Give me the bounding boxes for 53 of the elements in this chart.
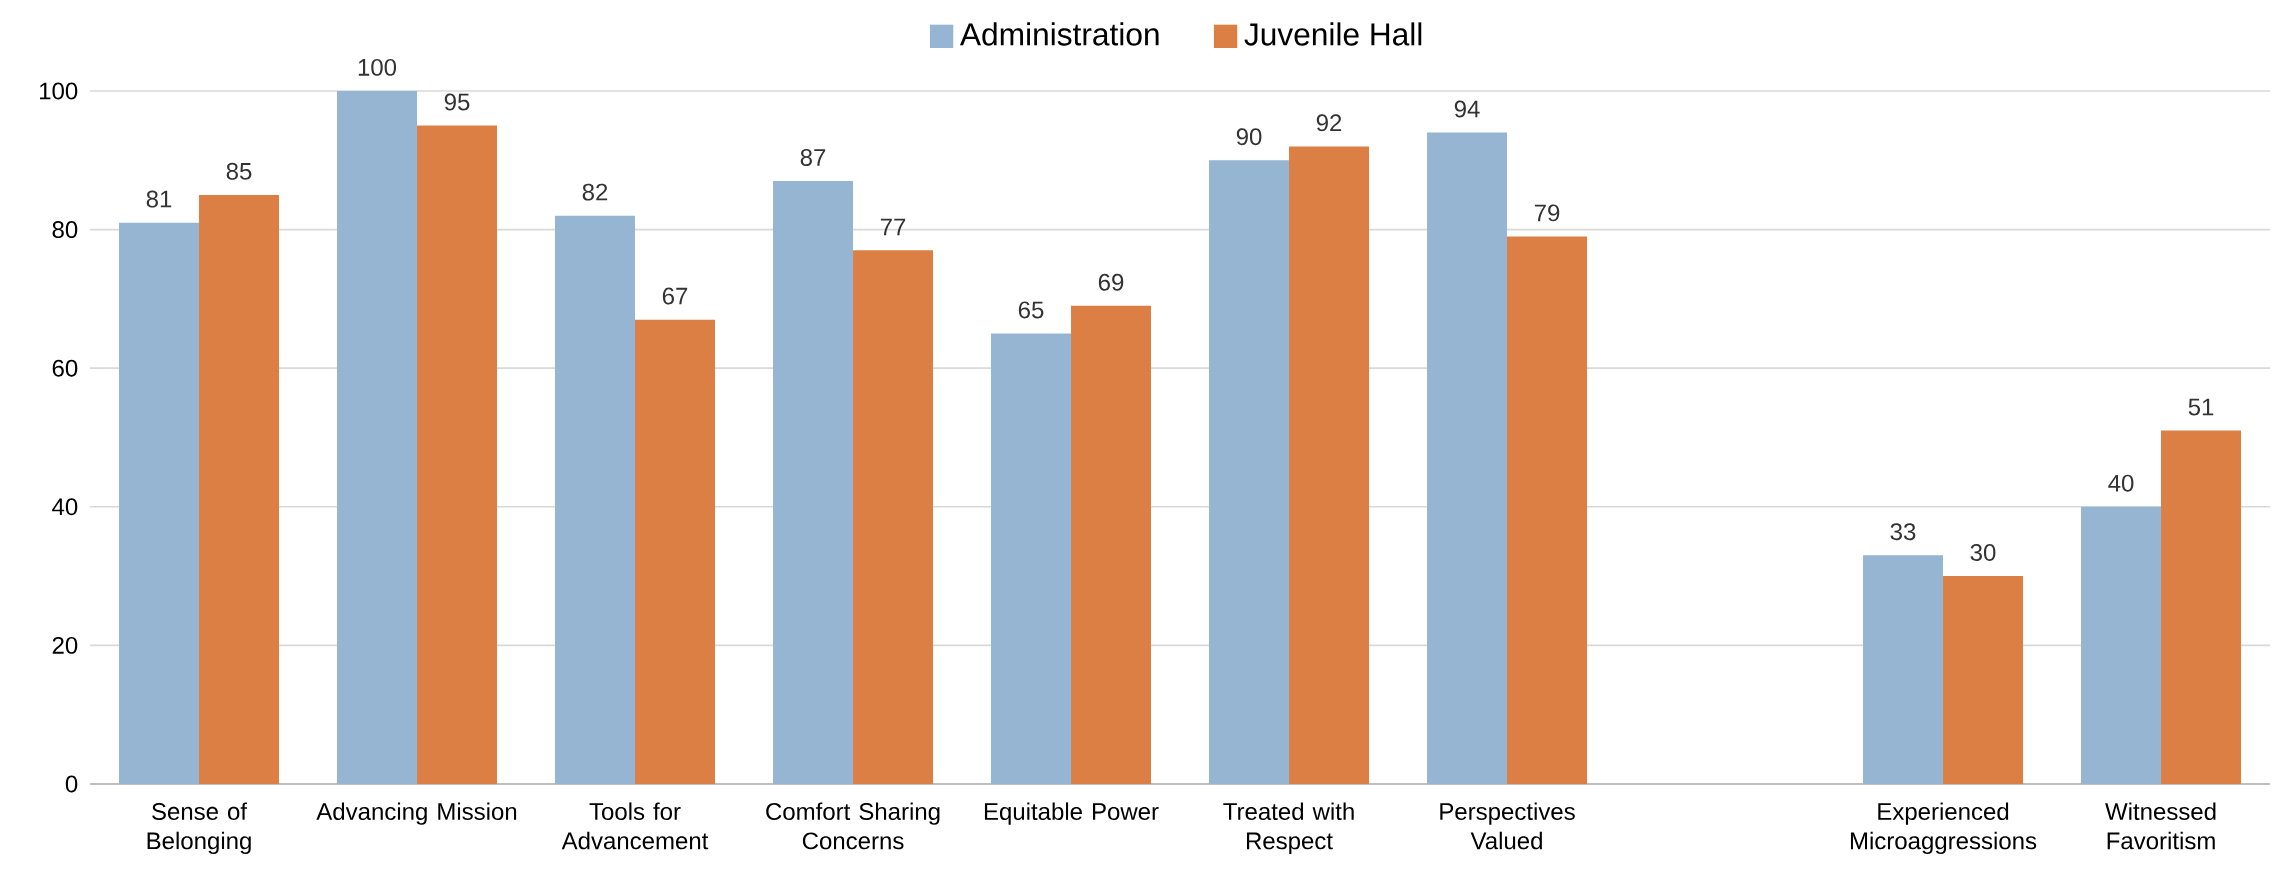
y-tick-label: 40 bbox=[52, 498, 78, 516]
data-label: 33 bbox=[1890, 523, 1916, 541]
bar bbox=[119, 222, 200, 784]
legend-label: Juvenile Hall bbox=[1244, 22, 1422, 46]
x-tick-label: Witnessed Favoritism bbox=[2105, 802, 2216, 850]
data-label: 65 bbox=[1018, 301, 1044, 319]
bar bbox=[2081, 506, 2162, 784]
bar bbox=[2161, 430, 2242, 784]
data-label: 85 bbox=[226, 162, 252, 180]
data-label: 90 bbox=[1236, 128, 1262, 146]
x-tick-label: Treated with Respect bbox=[1223, 802, 1354, 855]
bar bbox=[1943, 576, 2024, 784]
bar bbox=[1507, 236, 1588, 784]
x-tick-label: Sense of Belonging bbox=[147, 802, 251, 855]
bar bbox=[199, 194, 280, 784]
bar bbox=[773, 181, 854, 784]
bar bbox=[991, 333, 1072, 784]
x-tick-label: Equitable Power bbox=[984, 802, 1159, 825]
y-tick-label: 100 bbox=[40, 82, 78, 100]
y-tick-label: 80 bbox=[52, 221, 78, 239]
y-tick-label: 60 bbox=[52, 359, 78, 377]
bar bbox=[1427, 132, 1508, 784]
data-label: 81 bbox=[146, 190, 172, 208]
bar bbox=[555, 215, 636, 784]
data-label: 51 bbox=[2188, 398, 2214, 416]
data-label: 94 bbox=[1454, 100, 1480, 118]
y-tick-label: 0 bbox=[65, 775, 78, 793]
data-label: 77 bbox=[880, 218, 906, 236]
x-tick-label: Advancing Mission bbox=[316, 802, 517, 825]
y-tick-label: 20 bbox=[52, 636, 78, 654]
x-tick-label: Comfort Sharing Concerns bbox=[766, 802, 940, 850]
data-label: 95 bbox=[444, 93, 470, 111]
bar bbox=[853, 250, 934, 784]
bar bbox=[417, 125, 498, 784]
data-label: 69 bbox=[1098, 273, 1124, 291]
data-label: 87 bbox=[800, 149, 826, 166]
data-label: 79 bbox=[1534, 204, 1560, 222]
data-label: 30 bbox=[1970, 544, 1996, 561]
bar bbox=[1071, 305, 1152, 784]
bar bbox=[1289, 146, 1370, 784]
bar bbox=[337, 90, 418, 784]
x-tick-label: Tools for Advancement bbox=[561, 802, 709, 850]
bar bbox=[635, 319, 716, 784]
x-tick-label: Perspectives Valued bbox=[1440, 802, 1575, 850]
data-label: 100 bbox=[358, 58, 397, 76]
legend-label: Administration bbox=[959, 22, 1159, 46]
data-label: 67 bbox=[662, 287, 688, 305]
bar bbox=[1209, 160, 1290, 784]
data-label: 82 bbox=[582, 183, 608, 201]
bar bbox=[1863, 555, 1944, 784]
data-label: 40 bbox=[2108, 474, 2134, 492]
x-tick-label: Experienced Microaggressions bbox=[1850, 802, 2037, 855]
data-label: 92 bbox=[1316, 114, 1342, 132]
